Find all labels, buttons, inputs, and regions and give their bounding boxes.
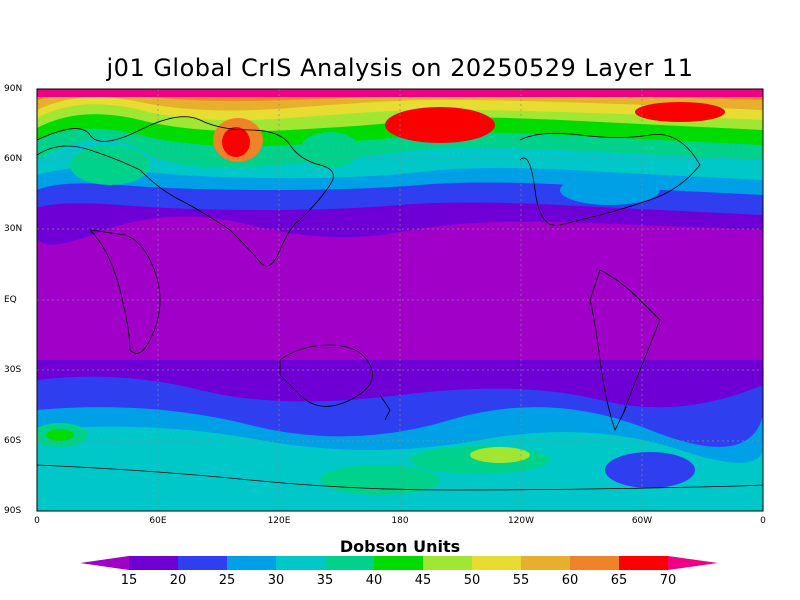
coastlines xyxy=(37,116,763,491)
south-blob-3 xyxy=(320,465,440,495)
colorbar-seg-40-45 xyxy=(374,556,423,570)
colorbar-seg-50-55 xyxy=(472,556,521,570)
colorbar-tick-45: 45 xyxy=(414,573,432,588)
pacific-high xyxy=(385,107,495,143)
colorbar-tick-30: 30 xyxy=(267,573,285,588)
y-tick-30n: 30N xyxy=(4,224,23,234)
y-tick-30s: 30S xyxy=(4,365,22,375)
south-blob-1b xyxy=(46,429,74,441)
colorbar-tick-70: 70 xyxy=(659,573,677,588)
colorbar-tick-65: 65 xyxy=(610,573,628,588)
y-tick-90s: 90S xyxy=(4,506,22,516)
colorbar xyxy=(80,556,718,570)
x-tick-60e: 60E xyxy=(149,516,167,526)
colorbar-seg-15-20 xyxy=(129,556,178,570)
colorbar-tick-50: 50 xyxy=(463,573,481,588)
colorbar-tick-15: 15 xyxy=(120,573,138,588)
colorbar-tick-55: 55 xyxy=(512,573,530,588)
europe-low xyxy=(70,145,150,185)
y-tick-90n: 90N xyxy=(4,84,23,94)
chart-title: j01 Global CrIS Analysis on 20250529 Lay… xyxy=(106,54,694,82)
band-n-70 xyxy=(37,89,763,97)
south-blob-2b xyxy=(470,447,530,463)
colorbar-seg-20-25 xyxy=(178,556,227,570)
colorbar-label: Dobson Units xyxy=(339,537,461,556)
y-tick-60s: 60S xyxy=(4,436,22,446)
colorbar-seg-30-35 xyxy=(276,556,325,570)
arctic-high xyxy=(635,102,725,122)
colorbar-seg-60-65 xyxy=(570,556,619,570)
x-tick-120w: 120W xyxy=(507,516,535,526)
x-tick-120e: 120E xyxy=(267,516,291,526)
x-tick-60w: 60W xyxy=(631,516,653,526)
colorbar-tick-35: 35 xyxy=(316,573,334,588)
y-tick-60n: 60N xyxy=(4,154,23,164)
x-tick-0-left: 0 xyxy=(34,516,40,526)
colorbar-arrow-left xyxy=(80,556,129,570)
colorbar-tick-40: 40 xyxy=(365,573,383,588)
grid-lines xyxy=(37,89,763,511)
x-tick-0-right: 0 xyxy=(760,516,766,526)
y-tick-eq: EQ xyxy=(4,295,17,305)
siberia-low xyxy=(300,132,360,168)
colorbar-tick-60: 60 xyxy=(561,573,579,588)
colorbar-tick-25: 25 xyxy=(218,573,236,588)
colorbar-tick-20: 20 xyxy=(169,573,187,588)
colorbar-seg-65-70 xyxy=(619,556,668,570)
america-low xyxy=(560,175,660,205)
map-frame xyxy=(36,88,764,512)
colorbar-seg-55-60 xyxy=(521,556,570,570)
south-blob-4 xyxy=(605,452,695,488)
colorbar-seg-45-50 xyxy=(423,556,472,570)
colorbar-seg-25-30 xyxy=(227,556,276,570)
asia-high-core xyxy=(222,127,250,157)
colorbar-arrow-right xyxy=(668,556,718,570)
colorbar-seg-35-40 xyxy=(325,556,374,570)
map-field xyxy=(37,89,763,511)
x-tick-180: 180 xyxy=(391,516,409,526)
